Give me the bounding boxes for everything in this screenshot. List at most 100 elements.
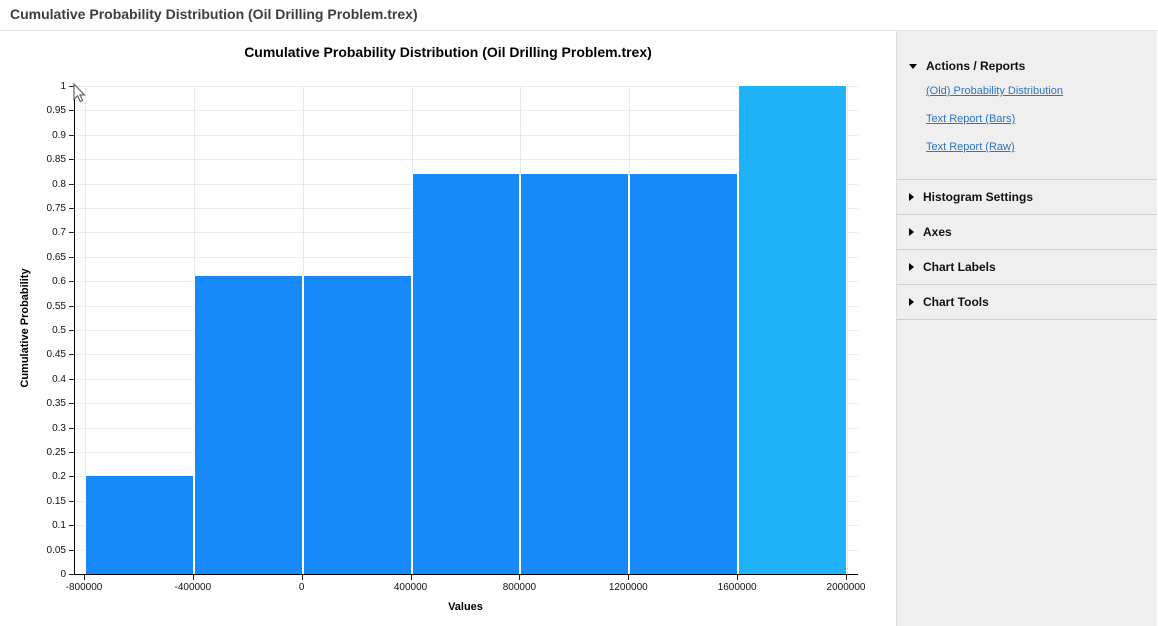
histogram-bar[interactable]	[193, 276, 303, 574]
y-tick-label: 0.9	[52, 129, 66, 141]
y-tick-mark	[69, 208, 74, 209]
chevron-down-icon	[909, 63, 917, 69]
y-tick-label: 0.2	[52, 471, 66, 483]
y-tick-label: 0.55	[46, 300, 66, 312]
sidebar-section-histogram-settings: Histogram Settings	[897, 180, 1157, 214]
x-tick-mark	[301, 575, 303, 580]
histogram-bar[interactable]	[302, 276, 412, 574]
y-tick-label: 0.35	[46, 398, 66, 410]
y-tick-mark	[69, 330, 74, 331]
y-tick-mark	[69, 427, 74, 429]
y-tick-mark	[69, 354, 74, 356]
y-tick-label: 0.45	[46, 349, 66, 361]
x-tick-mark	[737, 575, 739, 580]
section-label: Actions / Reports	[926, 59, 1026, 73]
x-tick-mark	[846, 575, 847, 580]
section-header-axes[interactable]: Axes	[897, 215, 1157, 249]
chart-title: Cumulative Probability Distribution (Oil…	[244, 44, 652, 60]
y-tick-mark	[69, 500, 74, 502]
y-tick-mark	[69, 232, 74, 234]
y-tick-label: 0.3	[52, 422, 66, 434]
section-divider	[897, 319, 1157, 320]
y-tick-mark	[69, 86, 74, 87]
sidebar-section-actions-reports: Actions / Reports (Old) Probability Distr…	[897, 53, 1157, 179]
section-divider	[897, 284, 1157, 285]
y-tick-mark	[69, 549, 74, 551]
x-tick-mark	[628, 575, 630, 580]
gridline-vertical	[85, 86, 86, 574]
y-tick-mark	[69, 574, 74, 575]
histogram-bar[interactable]	[411, 173, 521, 574]
sidebar-section-chart-tools: Chart Tools	[897, 285, 1157, 319]
window-title: Cumulative Probability Distribution (Oil…	[10, 6, 418, 22]
y-tick-mark	[69, 110, 74, 112]
gridline-horizontal	[75, 159, 858, 161]
y-tick-mark	[69, 281, 74, 283]
mouse-cursor-icon	[73, 83, 86, 103]
y-tick-label: 0.7	[52, 227, 66, 239]
y-tick-mark	[69, 452, 74, 453]
y-tick-label: 0.5	[52, 325, 66, 336]
chevron-right-icon	[909, 193, 914, 201]
sidebar: Actions / Reports (Old) Probability Distr…	[896, 31, 1157, 626]
y-tick-mark	[69, 305, 74, 307]
section-divider	[897, 179, 1157, 180]
x-axis-title: Values	[448, 601, 483, 613]
y-tick-label: 0.75	[46, 203, 66, 214]
chevron-right-icon	[909, 263, 914, 271]
y-tick-label: 0.15	[46, 495, 66, 507]
x-tick-label: -400000	[174, 582, 212, 593]
x-tick-mark	[192, 575, 194, 580]
report-link[interactable]: Text Report (Bars)	[926, 113, 1016, 125]
x-tick-label: 400000	[393, 582, 428, 593]
plot-area	[74, 86, 858, 575]
sidebar-section-axes: Axes	[897, 215, 1157, 249]
y-tick-mark	[69, 256, 74, 258]
histogram-bar[interactable]	[738, 86, 847, 574]
section-header-chart-tools[interactable]: Chart Tools	[897, 285, 1157, 319]
y-tick-label: 0.95	[46, 105, 66, 117]
y-tick-label: 0.1	[52, 520, 66, 532]
y-tick-label: 0.6	[52, 276, 66, 288]
x-tick-label: 800000	[502, 582, 537, 593]
y-tick-label: 0.25	[46, 447, 66, 458]
y-tick-mark	[69, 403, 74, 405]
report-link[interactable]: (Old) Probability Distribution	[926, 85, 1063, 97]
section-label: Chart Labels	[923, 260, 996, 274]
report-link[interactable]: Text Report (Raw)	[926, 141, 1015, 153]
section-header-chart-labels[interactable]: Chart Labels	[897, 250, 1157, 284]
section-label: Axes	[923, 225, 952, 239]
gridline-horizontal	[75, 110, 858, 112]
y-tick-label: 0	[60, 569, 66, 580]
chevron-right-icon	[909, 298, 914, 306]
y-tick-mark	[69, 525, 74, 527]
y-tick-label: 0.4	[52, 373, 66, 385]
chart-panel: Cumulative Probability Distribution (Oil…	[0, 31, 896, 626]
y-tick-mark	[69, 378, 74, 380]
section-divider	[897, 249, 1157, 250]
gridline-horizontal	[75, 86, 858, 87]
y-tick-label: 0.65	[46, 251, 66, 263]
section-links: (Old) Probability Distribution Text Repor…	[897, 83, 1157, 179]
histogram-bar[interactable]	[85, 476, 194, 574]
y-tick-label: 0.85	[46, 154, 66, 166]
section-label: Histogram Settings	[923, 190, 1034, 204]
y-tick-label: 1	[60, 81, 66, 92]
sidebar-section-chart-labels: Chart Labels	[897, 250, 1157, 284]
x-tick-label: 0	[298, 582, 305, 593]
y-tick-mark	[69, 476, 74, 478]
y-tick-mark	[69, 183, 74, 185]
x-tick-label: 1200000	[608, 582, 648, 593]
histogram-bar[interactable]	[629, 173, 739, 574]
section-header-actions-reports[interactable]: Actions / Reports	[897, 53, 1157, 83]
x-tick-mark	[84, 575, 85, 580]
section-header-histogram-settings[interactable]: Histogram Settings	[897, 180, 1157, 214]
histogram-bar[interactable]	[520, 173, 630, 574]
y-tick-label: 0.8	[52, 178, 66, 190]
x-tick-label: 1600000	[717, 582, 757, 593]
section-label: Chart Tools	[923, 295, 989, 309]
x-tick-mark	[410, 575, 412, 580]
y-tick-mark	[69, 159, 74, 161]
y-tick-label: 0.05	[46, 544, 66, 556]
